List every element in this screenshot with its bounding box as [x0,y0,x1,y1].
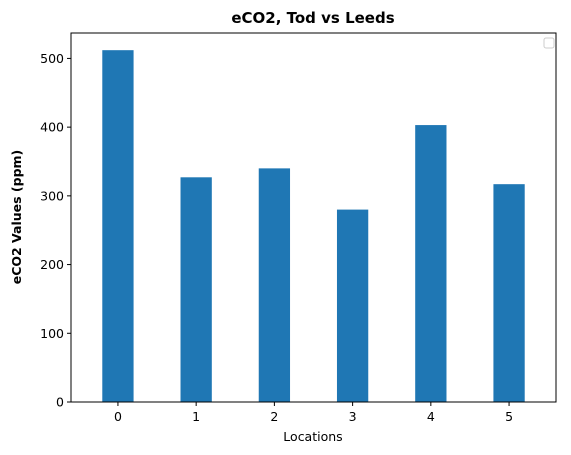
x-tick-label-5: 5 [505,409,513,424]
y-tick-label-500: 500 [40,51,64,66]
plot-frame [70,32,557,403]
bars-group [102,50,525,402]
y-tick-label-100: 100 [40,326,64,341]
bar-3 [336,209,369,402]
x-tick-label-3: 3 [349,409,357,424]
x-tick-label-2: 2 [270,409,278,424]
chart-title: eCO2, Tod vs Leeds [231,9,394,27]
x-axis-label: Locations [283,429,342,444]
bar-0 [102,50,134,402]
x-ticks-group: 0 1 2 3 4 5 [114,402,513,424]
bar-2 [258,168,291,402]
x-tick-label-0: 0 [114,409,122,424]
y-tick-label-200: 200 [40,257,64,272]
legend-box [543,37,555,49]
y-axis-label: eCO2 Values (ppm) [9,150,24,285]
y-tick-label-400: 400 [40,120,64,135]
y-tick-label-0: 0 [56,395,64,410]
bar-4 [415,125,447,402]
x-tick-label-4: 4 [427,409,435,424]
x-tick-label-1: 1 [192,409,200,424]
bar-1 [180,177,212,402]
y-ticks-group: 0 100 200 300 400 500 [40,51,71,410]
y-tick-label-300: 300 [40,188,64,203]
bar-5 [493,184,525,402]
